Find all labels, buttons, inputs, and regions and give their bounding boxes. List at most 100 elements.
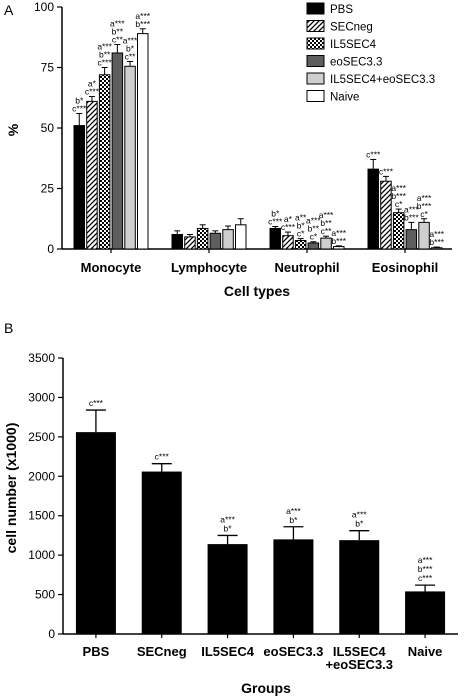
- chart-b-ytick-label: 2000: [28, 469, 55, 483]
- chart-b-category-label: IL5SEC4: [201, 644, 255, 659]
- significance-label: a***: [404, 204, 419, 214]
- significance-label: a**: [295, 213, 307, 223]
- significance-label: b***: [429, 237, 444, 247]
- significance-label: a***: [352, 510, 367, 520]
- bar-a-SECneg: [86, 100, 98, 250]
- chart-a-category-label: Lymphocyte: [171, 260, 247, 275]
- bar-a-IL5SEC4: [98, 74, 111, 250]
- chart-b-axes: 0 500 1000 1500 2000 2500 3000 3500 PBS SECneg IL5…: [28, 351, 458, 672]
- legend-swatch: [306, 55, 325, 67]
- significance-label: b*: [126, 43, 135, 53]
- significance-label: c**: [321, 226, 333, 236]
- significance-label: c***: [72, 103, 87, 113]
- significance-label: b**: [308, 224, 320, 234]
- bar-a-Naive: [137, 33, 149, 250]
- chart-b-category-label: IL5SEC4: [333, 644, 387, 659]
- chart-b-ytick-label: 1000: [28, 548, 55, 562]
- bar-b: [141, 471, 182, 634]
- bar-b: [273, 539, 314, 634]
- significance-label: b***: [404, 212, 419, 222]
- significance-label: a***: [123, 35, 138, 45]
- significance-label: c**: [112, 35, 124, 45]
- significance-label: a***: [319, 210, 334, 220]
- legend-entry: eoSEC3.3: [330, 57, 382, 69]
- significance-label: c***: [281, 222, 296, 232]
- bar-b: [405, 591, 446, 634]
- significance-label: c*: [420, 209, 428, 219]
- significance-label: b***: [417, 201, 432, 211]
- chart-a-legend: PBS SECneg IL5SEC4 eoSEC3.3 IL5SEC4+eoSEC3.3…: [306, 2, 435, 104]
- legend-entry: Naive: [330, 92, 359, 104]
- chart-b-category-label: eoSEC3.3: [263, 644, 323, 659]
- significance-label: b***: [418, 564, 433, 574]
- significance-label: b*: [289, 515, 298, 525]
- chart-b-ytick-label: 2500: [28, 430, 55, 444]
- significance-label: c***: [98, 58, 113, 68]
- chart-b-bars: c***c***a***b*a***b*a***b*a***b***c***: [75, 398, 446, 634]
- significance-label: b***: [135, 19, 150, 29]
- legend-entry: IL5SEC4+eoSEC3.3: [330, 74, 435, 86]
- bar-a-SECneg: [380, 180, 392, 250]
- chart-b: B cell number (x1000) Groups 0 500 1000 150…: [3, 320, 458, 696]
- significance-label: b**: [99, 50, 111, 60]
- bar-a-PBS: [367, 168, 379, 250]
- chart-a-ytick-label: 0: [47, 242, 54, 256]
- significance-label: a***: [429, 229, 444, 239]
- significance-label: a***: [418, 555, 433, 565]
- significance-label: b***: [331, 236, 346, 246]
- chart-b-ytick-label: 500: [35, 588, 55, 602]
- chart-a-ytick-label: 100: [34, 0, 54, 14]
- significance-label: a***: [331, 228, 346, 238]
- legend-swatch: [306, 20, 325, 32]
- chart-a-bars: b*c***a*c***a***b**c***a***b**c** a***b*c…: [72, 11, 445, 250]
- legend-swatch: [306, 90, 325, 102]
- chart-a-category-label: Monocyte: [81, 260, 142, 275]
- chart-b-ytick-label: 3000: [28, 390, 55, 404]
- bar-a-eoSEC3.3: [209, 232, 222, 250]
- significance-label: a***: [391, 183, 406, 193]
- bar-a-IL5SEC4: [196, 227, 209, 250]
- bar-b: [339, 540, 380, 634]
- legend-swatch: [306, 37, 325, 50]
- significance-label: b*: [355, 519, 364, 529]
- chart-a-axes: 0 25 50 75 100 Monocyte Lymphocyte Neutrophil Eo…: [34, 0, 452, 275]
- chart-a: A % Cell types 0 25 50 75 100 Monocyte Lymphoc…: [4, 0, 452, 299]
- bar-a-IL5SEC4+eoSEC3.3: [124, 65, 136, 250]
- panel-label-b: B: [4, 320, 13, 336]
- significance-label: a*: [284, 214, 293, 224]
- chart-a-ytick-label: 25: [41, 182, 55, 196]
- significance-label: b**: [320, 218, 332, 228]
- chart-b-xlabel: Groups: [241, 680, 291, 696]
- significance-label: b*: [297, 221, 306, 231]
- legend-entry: IL5SEC4: [330, 39, 377, 51]
- significance-label: b***: [391, 191, 406, 201]
- bar-a-Naive: [235, 224, 247, 250]
- chart-b-ytick-label: 3500: [28, 351, 55, 365]
- significance-label: c***: [268, 216, 283, 226]
- bar-a-Naive: [431, 247, 443, 250]
- legend-swatch: [306, 72, 325, 85]
- bar-a-IL5SEC4: [294, 240, 307, 250]
- significance-label: c***: [85, 87, 100, 97]
- significance-label: c***: [89, 398, 104, 408]
- bar-a-PBS: [171, 233, 183, 250]
- bar-a-eoSEC3.3: [111, 52, 124, 250]
- chart-a-ytick-label: 75: [41, 61, 55, 75]
- bar-a-IL5SEC4+eoSEC3.3: [320, 237, 332, 250]
- panel-label-a: A: [4, 2, 14, 18]
- significance-label: c***: [366, 149, 381, 159]
- chart-a-ylabel: %: [5, 123, 21, 136]
- significance-label: c***: [379, 166, 394, 176]
- bar-a-IL5SEC4+eoSEC3.3: [222, 229, 234, 250]
- chart-a-ytick-label: 50: [41, 121, 55, 135]
- bar-a-IL5SEC4+eoSEC3.3: [418, 221, 430, 250]
- bar-a-Naive: [333, 246, 345, 250]
- chart-b-ytick-label: 1500: [28, 509, 55, 523]
- chart-b-ylabel: cell number (x1000): [3, 423, 19, 554]
- bar-a-PBS: [73, 125, 85, 250]
- significance-label: a***: [97, 42, 112, 52]
- significance-label: b*: [75, 95, 84, 105]
- significance-label: b**: [112, 27, 124, 37]
- chart-b-category-label: Naive: [408, 644, 443, 659]
